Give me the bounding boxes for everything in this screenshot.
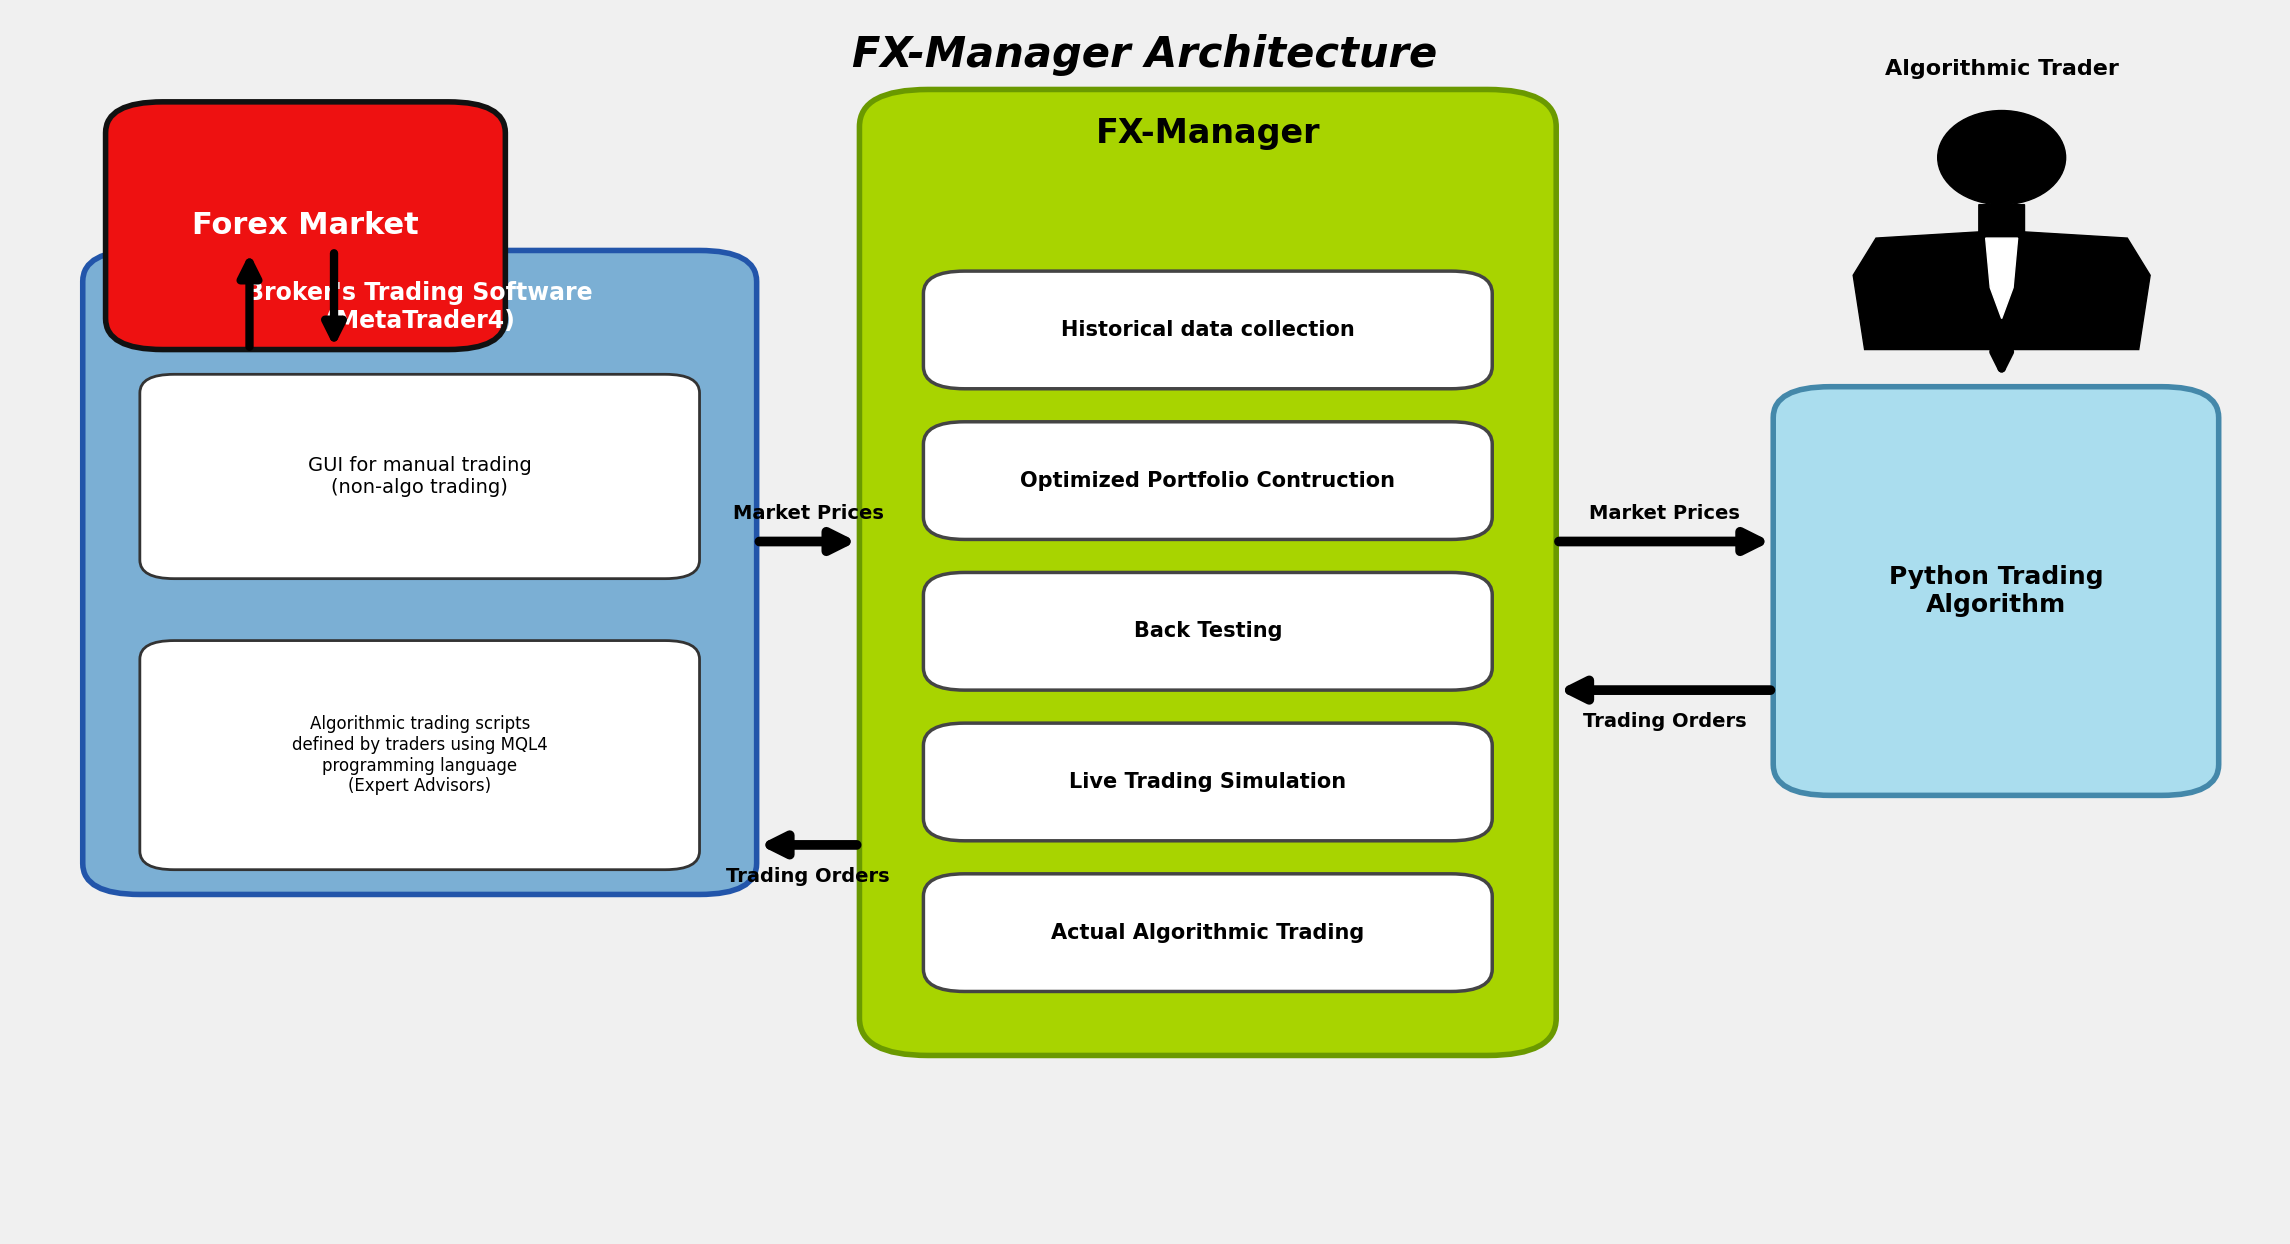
Text: Broker's Trading Software
(MetaTrader4): Broker's Trading Software (MetaTrader4) [247,281,593,333]
Text: Back Testing: Back Testing [1134,621,1282,642]
FancyBboxPatch shape [140,641,698,870]
Text: FX-Manager Architecture: FX-Manager Architecture [852,34,1438,76]
FancyBboxPatch shape [105,102,506,350]
Text: Market Prices: Market Prices [733,504,884,522]
FancyBboxPatch shape [1772,387,2219,795]
Text: Actual Algorithmic Trading: Actual Algorithmic Trading [1051,923,1365,943]
FancyBboxPatch shape [923,271,1493,389]
Text: Python Trading
Algorithm: Python Trading Algorithm [1889,565,2102,617]
Text: Trading Orders: Trading Orders [726,867,891,886]
Text: Forex Market: Forex Market [192,211,419,240]
Text: Trading
Orders: Trading Orders [346,280,428,321]
Text: GUI for manual trading
(non-algo trading): GUI for manual trading (non-algo trading… [307,457,531,498]
Text: Optimized Portfolio Contruction: Optimized Portfolio Contruction [1021,470,1395,490]
Text: Historical data collection: Historical data collection [1060,320,1356,340]
Polygon shape [1985,238,2017,318]
Ellipse shape [1937,111,2066,205]
FancyBboxPatch shape [82,250,756,894]
Text: Live Trading Simulation: Live Trading Simulation [1069,773,1347,792]
FancyBboxPatch shape [923,572,1493,690]
Text: Market Prices: Market Prices [1589,504,1740,522]
FancyBboxPatch shape [923,723,1493,841]
Text: FX-Manager: FX-Manager [1095,117,1319,149]
FancyBboxPatch shape [859,90,1557,1055]
Text: Trading Orders: Trading Orders [1582,713,1747,731]
FancyBboxPatch shape [140,374,698,578]
FancyBboxPatch shape [923,422,1493,540]
FancyBboxPatch shape [923,873,1493,991]
Text: Algorithmic Trader: Algorithmic Trader [1885,58,2118,78]
Text: Algorithmic trading scripts
defined by traders using MQL4
programming language
(: Algorithmic trading scripts defined by t… [291,715,547,795]
Text: Market
Prices: Market Prices [160,280,238,321]
Polygon shape [1853,205,2150,350]
